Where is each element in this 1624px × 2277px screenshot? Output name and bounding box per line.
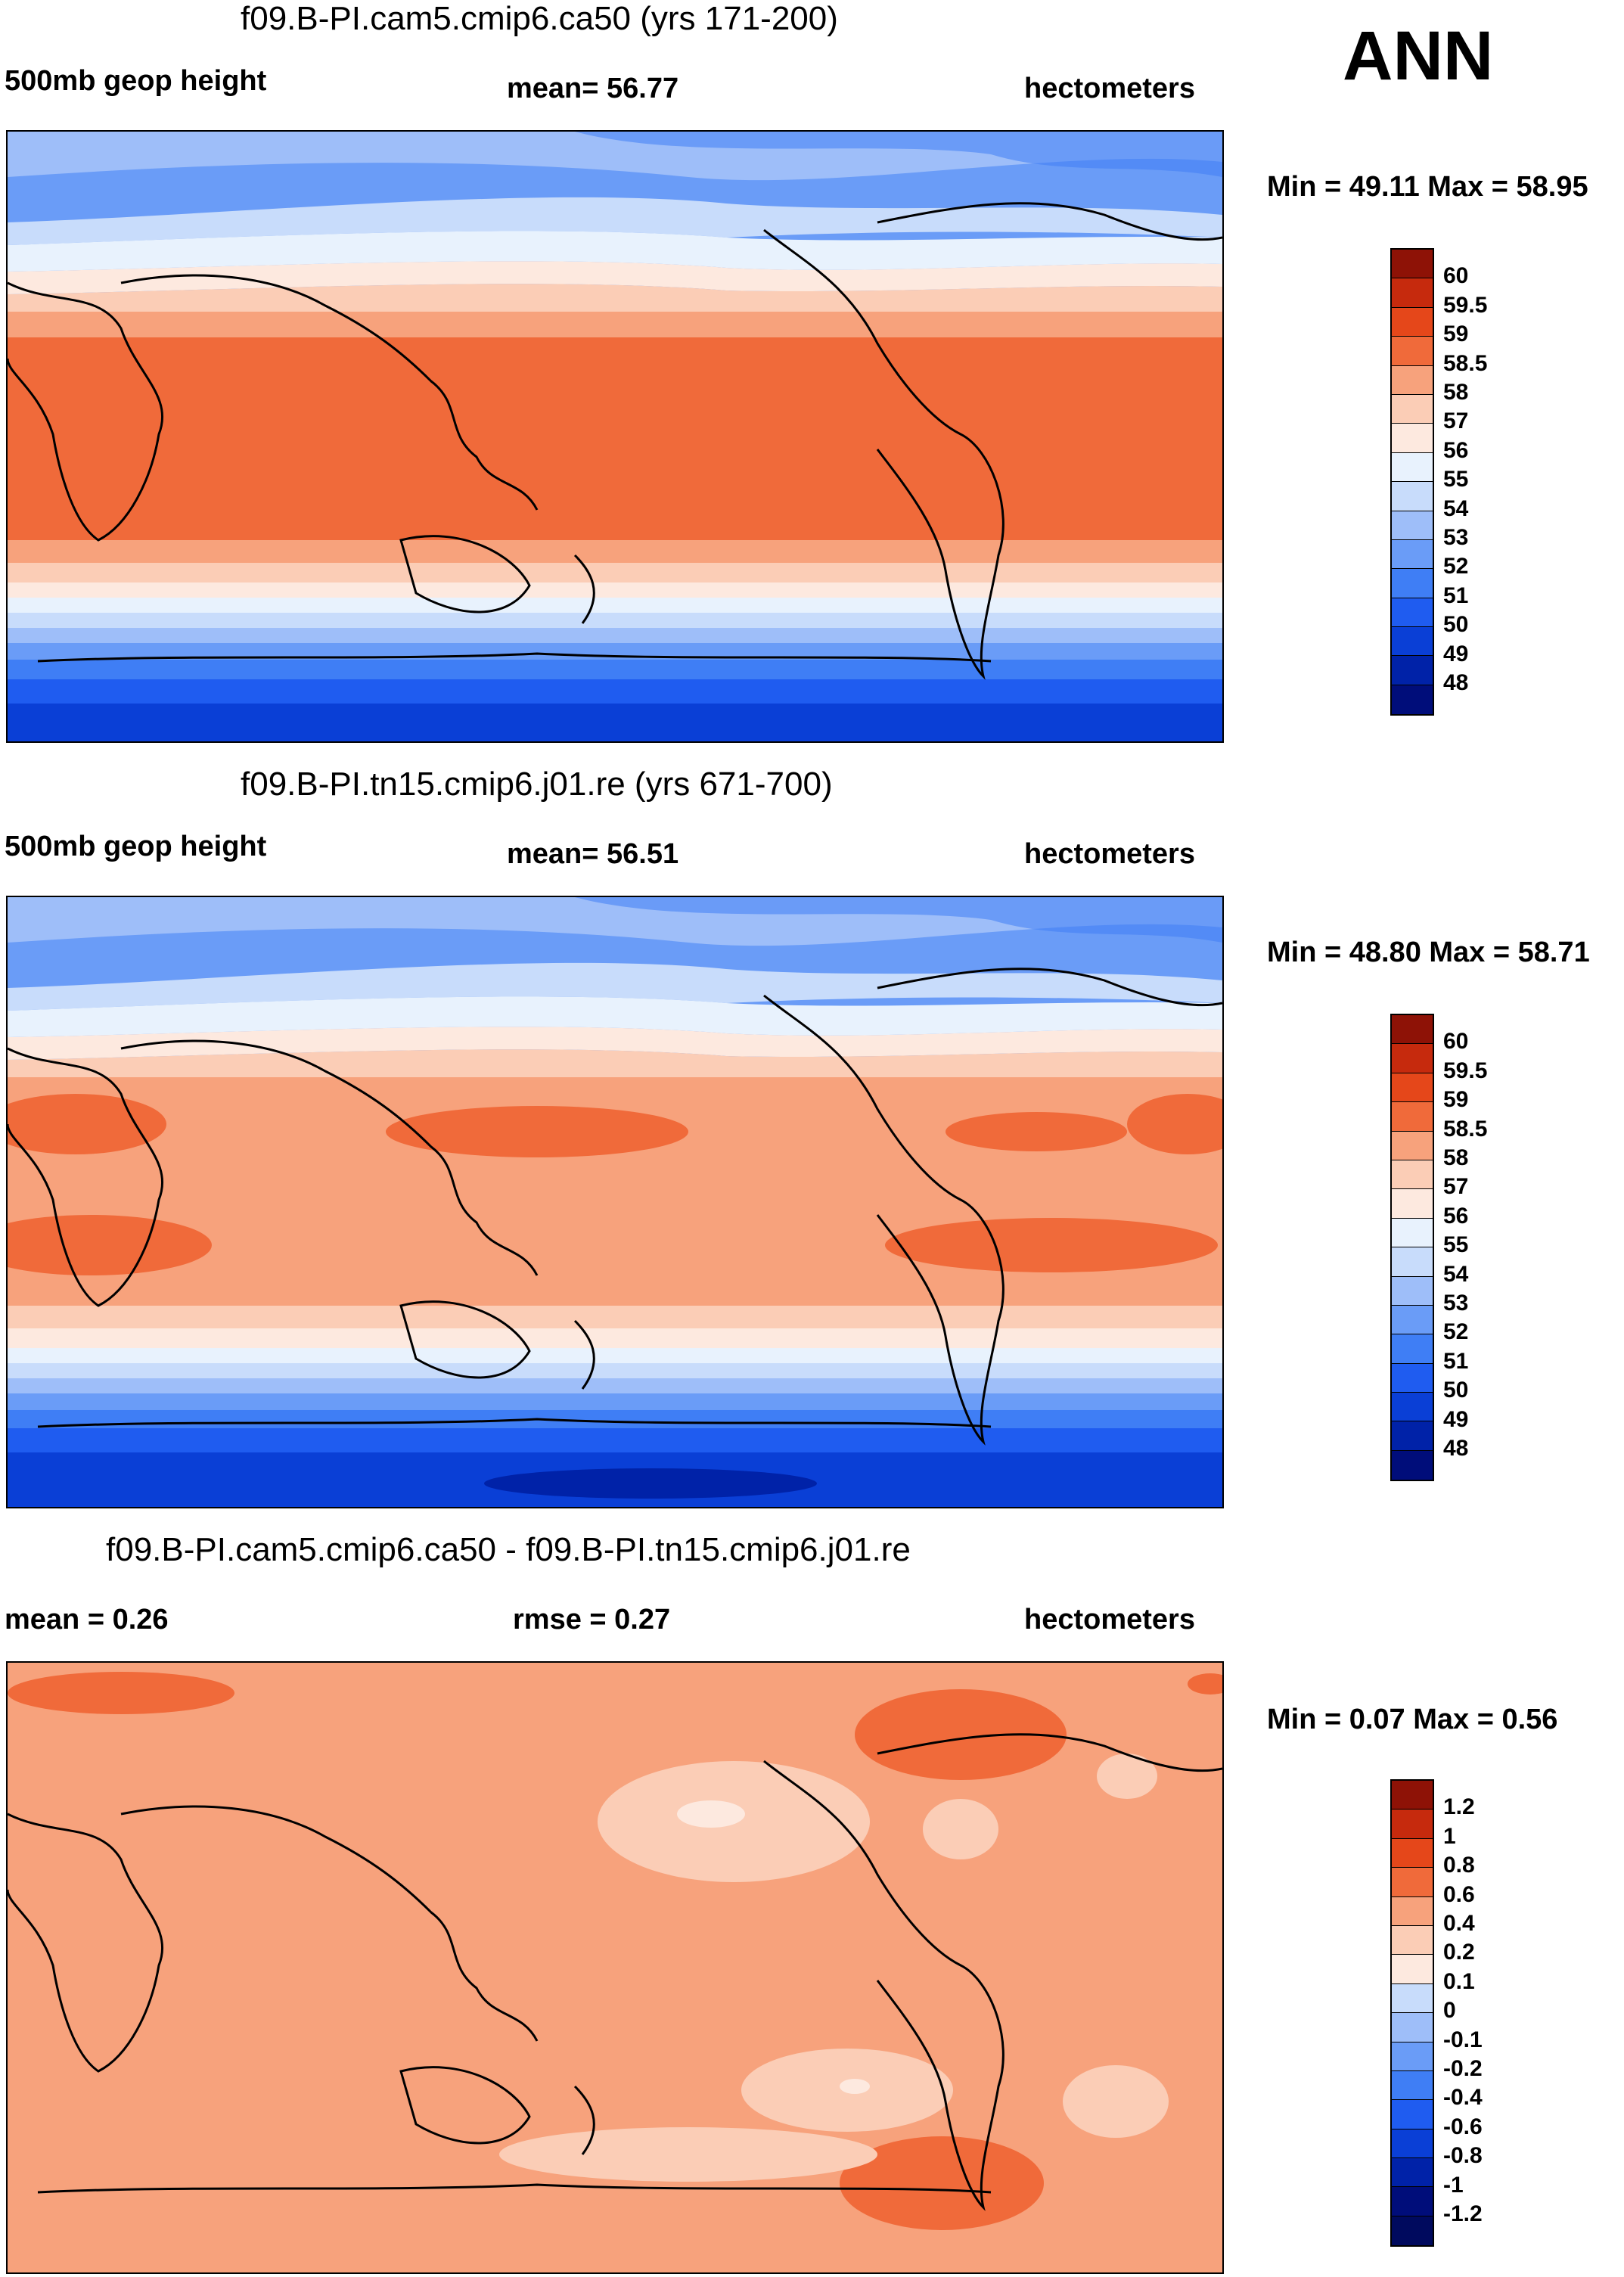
- panel-3-rmse-label: rmse = 0.27: [513, 1604, 671, 1636]
- panel-1-colorbar-tick: 48: [1443, 670, 1469, 695]
- panel-2-mean-label: mean= 56.51: [507, 838, 679, 870]
- panel-2-colorbar-tick: 55: [1443, 1232, 1469, 1258]
- panel-3-colorbar-tick: 1.2: [1443, 1794, 1475, 1820]
- panel-3-minmax: Min = 0.07 Max = 0.56: [1267, 1704, 1558, 1735]
- panel-2-variable-label: 500mb geop height: [5, 831, 267, 862]
- panel-1-minmax: Min = 49.11 Max = 58.95: [1267, 171, 1588, 203]
- panel-2-colorbar-tick: 59: [1443, 1087, 1469, 1113]
- panel-1-colorbar-tick: 57: [1443, 408, 1469, 434]
- panel-3-colorbar-tick: 0: [1443, 1998, 1456, 2024]
- panel-2-map: [6, 896, 1224, 1508]
- panel-1-colorbar-tick: 51: [1443, 582, 1469, 608]
- panel-2-colorbar-tick: 48: [1443, 1436, 1469, 1461]
- panel-2-colorbar-tick: 54: [1443, 1261, 1469, 1287]
- panel-1-colorbar-tick: 58.5: [1443, 350, 1488, 376]
- panel-3-units-label: hectometers: [1024, 1604, 1195, 1636]
- panel-3-colorbar-tick: 0.8: [1443, 1853, 1475, 1878]
- panel-3-colorbar-tick: 0.1: [1443, 1968, 1475, 1994]
- panel-2-colorbar: [1390, 1014, 1434, 1482]
- panel-2-units-label: hectometers: [1024, 838, 1195, 870]
- panel-2-colorbar-tick: 60: [1443, 1029, 1469, 1055]
- panel-3-colorbar-tick: -0.4: [1443, 2085, 1483, 2111]
- panel-2-colorbar-tick: 58.5: [1443, 1116, 1488, 1142]
- panel-1-colorbar-tick: 50: [1443, 612, 1469, 638]
- panel-1-units-label: hectometers: [1024, 73, 1195, 104]
- panel-1-colorbar-tick: 59.5: [1443, 292, 1488, 318]
- panel-3-map: [6, 1661, 1224, 2274]
- panel-1-colorbar-tick: 53: [1443, 525, 1469, 550]
- panel-2-minmax: Min = 48.80 Max = 58.71: [1267, 937, 1590, 968]
- panel-3-colorbar-tick: -0.6: [1443, 2114, 1483, 2139]
- panel-1-colorbar-tick: 49: [1443, 641, 1469, 666]
- panel-1-map: [6, 130, 1224, 743]
- panel-2-colorbar-tick: 56: [1443, 1203, 1469, 1229]
- panel-3-colorbar-tick: 1: [1443, 1823, 1456, 1849]
- panel-1-colorbar-tick: 55: [1443, 467, 1469, 492]
- panel-1-contour-plot: [8, 132, 1222, 741]
- panel-3-title: f09.B-PI.cam5.cmip6.ca50 - f09.B-PI.tn15…: [106, 1531, 911, 1568]
- panel-2-colorbar-tick: 58: [1443, 1145, 1469, 1170]
- panel-1-colorbar-tick: 59: [1443, 322, 1469, 347]
- panel-3-colorbar-tick: -1: [1443, 2172, 1464, 2198]
- panel-2-colorbar-tick: 52: [1443, 1319, 1469, 1345]
- panel-1-mean-label: mean= 56.77: [507, 73, 679, 104]
- panel-3-mean-label: mean = 0.26: [5, 1604, 169, 1636]
- panel-1-colorbar-tick: 56: [1443, 437, 1469, 463]
- panel-2-colorbar-tick: 59.5: [1443, 1058, 1488, 1083]
- panel-2-contour-plot: [8, 897, 1222, 1507]
- panel-2-colorbar-tick: 57: [1443, 1174, 1469, 1200]
- panel-1-colorbar-tick: 58: [1443, 380, 1469, 405]
- panel-1-colorbar-tick: 60: [1443, 263, 1469, 289]
- panel-1-colorbar: [1390, 248, 1434, 716]
- panel-2-colorbar-tick: 49: [1443, 1406, 1469, 1432]
- panel-3-colorbar-tick: -1.2: [1443, 2201, 1483, 2226]
- panel-3-colorbar-tick: -0.2: [1443, 2056, 1483, 2081]
- panel-3-colorbar-tick: 0.4: [1443, 1911, 1475, 1936]
- panel-3-colorbar-tick: 0.2: [1443, 1940, 1475, 1965]
- panel-2-colorbar-tick: 51: [1443, 1348, 1469, 1374]
- panel-1-colorbar-tick: 54: [1443, 495, 1469, 521]
- season-label: ANN: [1343, 17, 1494, 95]
- panel-1-title: f09.B-PI.cam5.cmip6.ca50 (yrs 171-200): [241, 0, 838, 37]
- panel-1-variable-label: 500mb geop height: [5, 65, 267, 97]
- panel-2-title: f09.B-PI.tn15.cmip6.j01.re (yrs 671-700): [241, 766, 833, 803]
- panel-1-colorbar-tick: 52: [1443, 554, 1469, 579]
- panel-3-colorbar: [1390, 1779, 1434, 2247]
- panel-2-colorbar-tick: 50: [1443, 1378, 1469, 1403]
- panel-3-colorbar-tick: -0.8: [1443, 2143, 1483, 2169]
- panel-3-contour-plot: [8, 1663, 1222, 2272]
- panel-2-colorbar-tick: 53: [1443, 1291, 1469, 1316]
- panel-3-colorbar-tick: 0.6: [1443, 1881, 1475, 1907]
- panel-3-colorbar-tick: -0.1: [1443, 2027, 1483, 2052]
